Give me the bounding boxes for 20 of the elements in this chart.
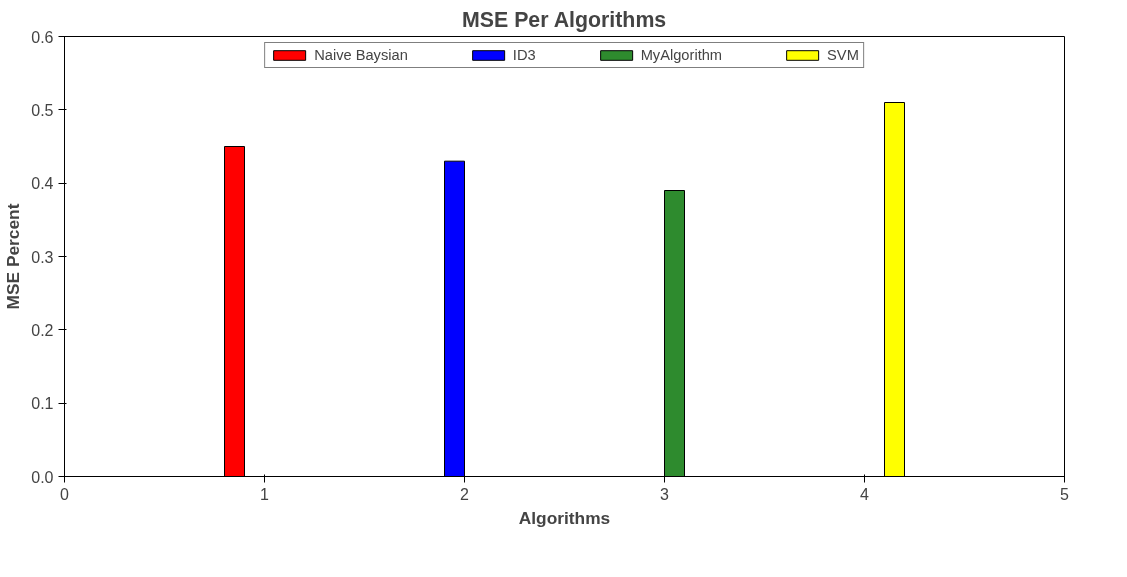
y-tick-label: 0.5 <box>31 101 54 119</box>
x-tick-label: 3 <box>660 485 670 503</box>
y-tick-label: 0.2 <box>31 321 54 339</box>
legend-label: ID3 <box>512 47 536 63</box>
y-tick-label: 0.1 <box>31 395 54 413</box>
y-tick-label: 0.0 <box>31 468 54 486</box>
x-tick-label: 5 <box>1060 485 1070 503</box>
x-tick-label: 1 <box>260 485 270 503</box>
y-axis-title: MSE Percent <box>3 203 24 310</box>
x-axis-title: Algorithms <box>518 507 611 528</box>
y-tick-label: 0.4 <box>31 175 54 193</box>
legend-label: SVM <box>827 47 859 63</box>
y-tick-label: 0.3 <box>31 248 54 266</box>
legend-label: Naive Baysian <box>314 47 408 63</box>
y-tick-label: 0.6 <box>31 28 54 46</box>
legend-label: MyAlgorithm <box>640 47 723 63</box>
x-tick-label: 0 <box>60 485 70 503</box>
x-tick-label: 2 <box>460 485 470 503</box>
chart-title: MSE Per Algorithms <box>461 7 667 32</box>
x-tick-label: 4 <box>860 485 870 503</box>
